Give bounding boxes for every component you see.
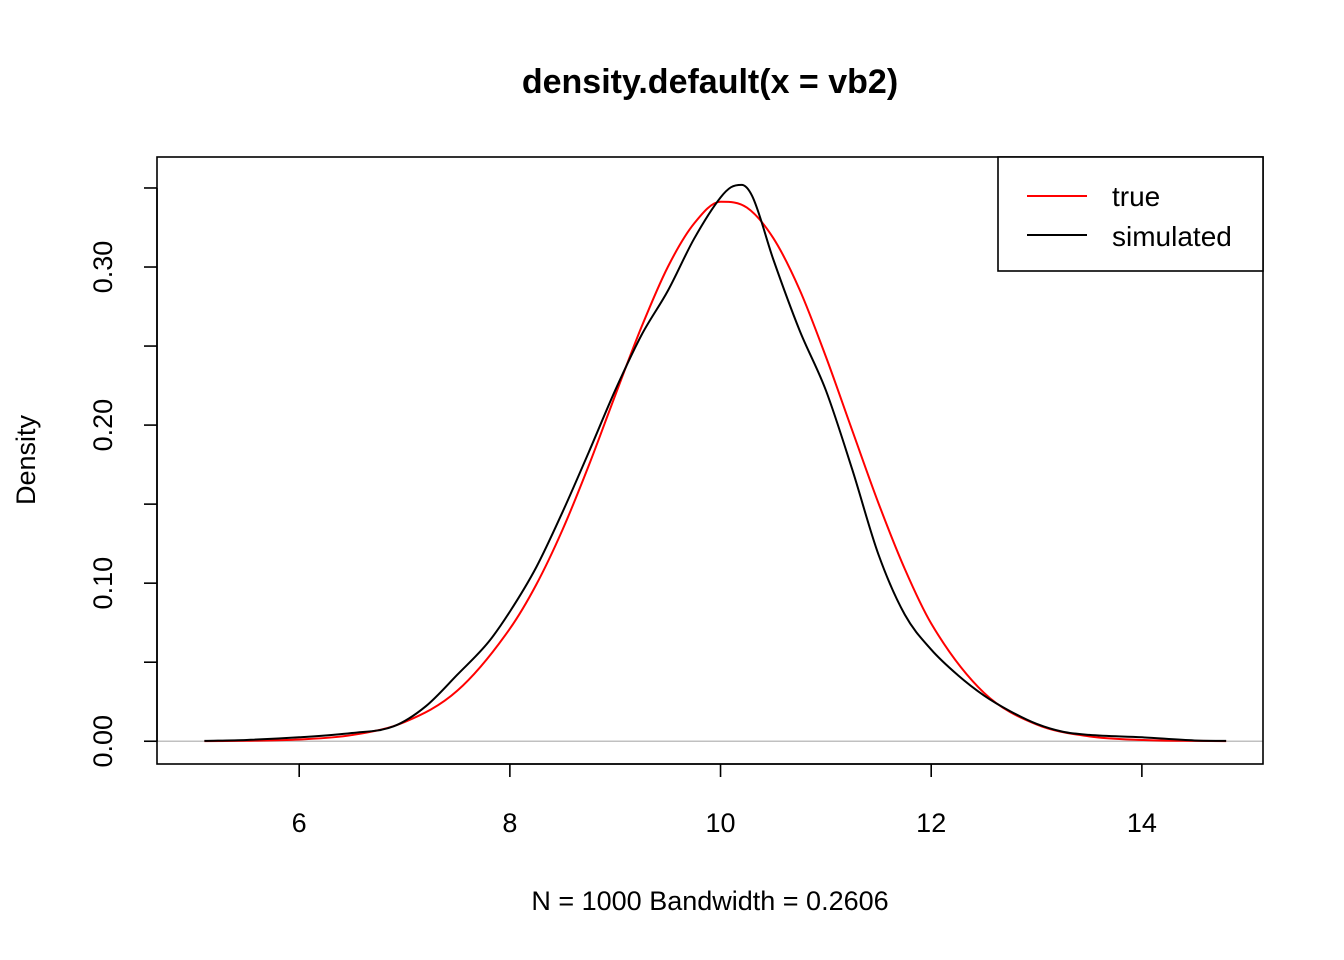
y-tick-label: 0.00 <box>88 715 118 768</box>
y-tick-label: 0.30 <box>88 241 118 294</box>
x-tick-label: 10 <box>706 808 736 838</box>
chart-title: density.default(x = vb2) <box>522 63 898 101</box>
x-tick-label: 8 <box>502 808 517 838</box>
x-tick-label: 14 <box>1127 808 1157 838</box>
x-axis: 6 8 10 12 14 <box>292 763 1157 838</box>
series-layer <box>204 183 1227 743</box>
legend: true simulated <box>997 156 1264 272</box>
legend-label-true: true <box>1112 181 1160 212</box>
legend-label-simulated: simulated <box>1112 221 1232 252</box>
y-axis: 0.00 0.10 0.20 0.30 <box>88 187 158 768</box>
legend-box <box>997 156 1264 272</box>
y-tick-label: 0.20 <box>88 399 118 452</box>
y-tick-label: 0.10 <box>88 557 118 610</box>
series-line-true <box>204 200 1227 743</box>
y-axis-label: Density <box>11 414 41 505</box>
series-line-simulated <box>204 183 1227 742</box>
x-axis-label: N = 1000 Bandwidth = 0.2606 <box>531 886 888 916</box>
x-tick-label: 12 <box>916 808 946 838</box>
x-tick-label: 6 <box>292 808 307 838</box>
